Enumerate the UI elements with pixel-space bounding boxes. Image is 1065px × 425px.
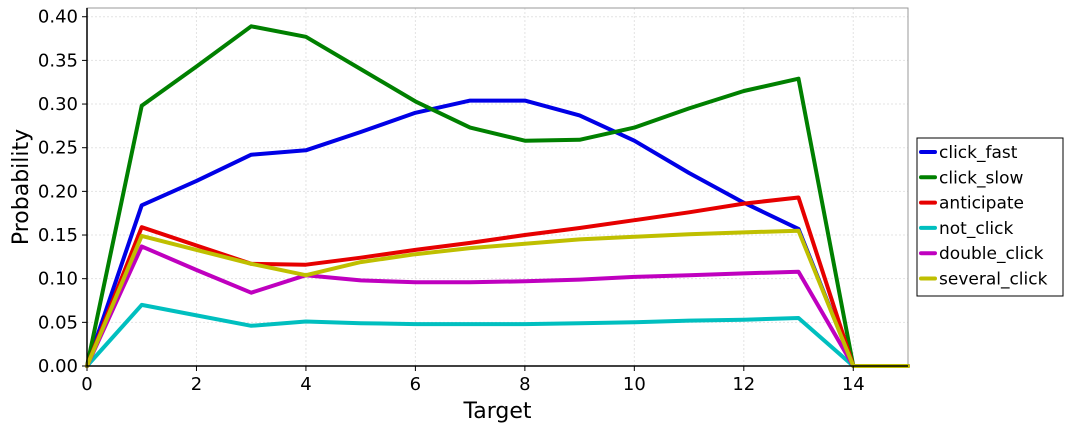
y-tick-label: 0.00 bbox=[38, 356, 78, 377]
series-line-several-click bbox=[85, 228, 910, 368]
series-lines bbox=[85, 24, 910, 368]
x-tick-label: 10 bbox=[623, 374, 646, 395]
series-line-click-slow bbox=[85, 24, 910, 368]
series-line-not-click bbox=[85, 302, 910, 368]
legend-label: double_click bbox=[939, 244, 1044, 264]
y-tick-label: 0.10 bbox=[38, 269, 78, 290]
y-tick-label: 0.20 bbox=[38, 181, 78, 202]
series-line-click-fast bbox=[85, 98, 910, 368]
x-axis-ticks: 0 2 4 6 8 10 12 14 bbox=[81, 366, 865, 395]
legend-label: anticipate bbox=[939, 194, 1024, 214]
plot-area-frame bbox=[86, 7, 909, 367]
y-axis-ticks: 0.00 0.05 0.10 0.15 0.20 0.25 0.30 0.35 0.40 bbox=[38, 7, 87, 377]
x-axis-title: Target bbox=[462, 399, 531, 424]
x-tick-label: 12 bbox=[732, 374, 755, 395]
y-tick-label: 0.25 bbox=[38, 138, 78, 159]
legend-box bbox=[916, 137, 1064, 297]
axes bbox=[86, 8, 908, 367]
grid-lines bbox=[86, 8, 908, 367]
y-tick-label: 0.05 bbox=[38, 312, 78, 333]
x-tick-label: 14 bbox=[842, 374, 865, 395]
y-tick-label: 0.40 bbox=[38, 7, 78, 28]
legend-label: not_click bbox=[939, 219, 1013, 239]
x-tick-label: 6 bbox=[410, 374, 421, 395]
x-tick-label: 2 bbox=[191, 374, 202, 395]
x-tick-label: 4 bbox=[300, 374, 311, 395]
y-tick-label: 0.30 bbox=[38, 94, 78, 115]
legend-label: click_fast bbox=[939, 143, 1018, 163]
legend-label: several_click bbox=[939, 270, 1048, 290]
legend: click_fast click_slow anticipate not_clickd… bbox=[916, 137, 1064, 297]
series-line-anticipate bbox=[85, 195, 910, 368]
x-tick-label: 8 bbox=[519, 374, 530, 395]
series-line-double-click bbox=[85, 244, 910, 368]
x-tick-label: 0 bbox=[81, 374, 92, 395]
y-tick-label: 0.15 bbox=[38, 225, 78, 246]
legend-label: click_slow bbox=[939, 168, 1023, 188]
y-axis-title: Probability bbox=[9, 129, 34, 245]
y-tick-label: 0.35 bbox=[38, 50, 78, 71]
